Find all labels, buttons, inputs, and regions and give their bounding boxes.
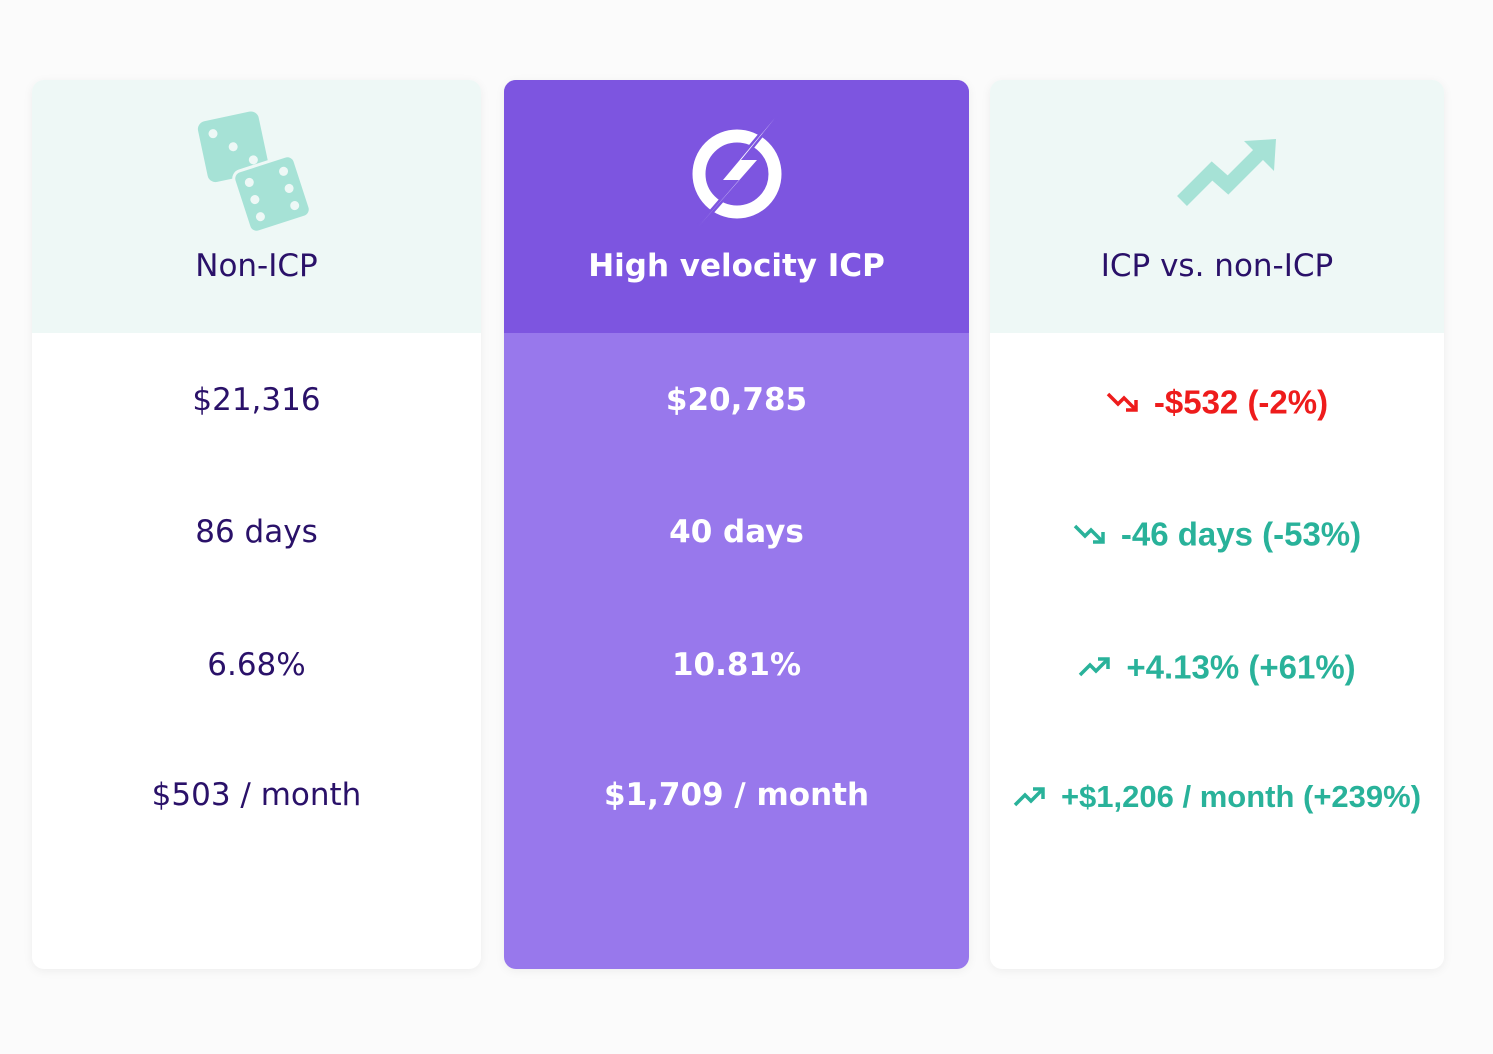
non-icp-title: Non-ICP bbox=[195, 248, 318, 284]
delta-value-1: -$532 (-2%) bbox=[1153, 383, 1329, 421]
delta-value-4: +$1,206 / month (+239%) bbox=[1060, 778, 1422, 814]
delta-row-1: -$532 (-2%) bbox=[990, 375, 1444, 425]
non-icp-value-3: 6.68% bbox=[207, 647, 306, 683]
high-velocity-icp-card: High velocity ICP $20,785 40 days 10.81%… bbox=[504, 80, 969, 969]
icp-value-3: 10.81% bbox=[671, 647, 802, 683]
icp-vs-non-icp-header: ICP vs. non-ICP bbox=[990, 80, 1444, 333]
trending-up-icon bbox=[1013, 785, 1047, 809]
delta-value-2: -46 days (-53%) bbox=[1120, 515, 1362, 553]
non-icp-header: Non-ICP bbox=[32, 80, 481, 333]
delta-row-3: +4.13% (+61%) bbox=[990, 640, 1444, 690]
dice-icon bbox=[196, 110, 316, 239]
high-velocity-icp-title: High velocity ICP bbox=[588, 248, 885, 284]
high-velocity-icp-header: High velocity ICP bbox=[504, 80, 969, 333]
non-icp-card: Non-ICP $21,316 86 days 6.68% $503 / mon… bbox=[32, 80, 481, 969]
delta-row-4: +$1,206 / month (+239%) bbox=[990, 770, 1444, 820]
icp-value-2: 40 days bbox=[669, 514, 804, 550]
delta-row-2: -46 days (-53%) bbox=[990, 507, 1444, 557]
icp-value-1: $20,785 bbox=[665, 382, 808, 418]
non-icp-value-2: 86 days bbox=[195, 514, 318, 550]
trending-down-icon bbox=[1106, 390, 1140, 414]
non-icp-value-1: $21,316 bbox=[192, 382, 321, 418]
trending-down-icon bbox=[1073, 522, 1107, 546]
trending-up-arrow-icon bbox=[1172, 135, 1282, 219]
icp-value-4: $1,709 / month bbox=[603, 777, 870, 813]
non-icp-value-4: $503 / month bbox=[151, 777, 362, 813]
lightning-bolt-icon bbox=[687, 115, 787, 232]
delta-value-3: +4.13% (+61%) bbox=[1126, 648, 1356, 686]
icp-vs-non-icp-title: ICP vs. non-ICP bbox=[1100, 248, 1334, 284]
icp-vs-non-icp-card: ICP vs. non-ICP -$532 (-2%) -46 days (-5… bbox=[990, 80, 1444, 969]
trending-up-icon bbox=[1078, 655, 1112, 679]
